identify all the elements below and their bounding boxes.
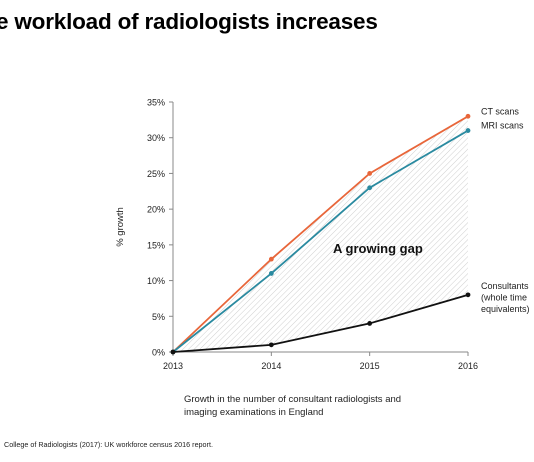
chart-caption: Growth in the number of consultant radio… <box>184 393 444 419</box>
data-point <box>465 113 471 119</box>
data-point <box>367 171 373 176</box>
growth-line-chart: 0% 5% 10% 15% 20% 25% 30% 35% 2013 2014 2015 2016 % … <box>115 98 530 372</box>
data-point <box>268 256 274 262</box>
data-point <box>367 321 373 326</box>
series-line <box>172 293 469 353</box>
series-end-label: CT scans <box>481 106 519 116</box>
data-point <box>367 185 373 191</box>
y-tick-label: 10% <box>147 276 165 286</box>
y-tick-label: 0% <box>152 348 165 358</box>
data-point <box>465 128 471 133</box>
y-tick-label: 25% <box>147 169 165 179</box>
data-point <box>268 271 274 276</box>
data-point <box>170 349 176 355</box>
y-axis-label: % growth <box>115 207 126 247</box>
caption-line-2: imaging examinations in England <box>184 407 324 418</box>
y-tick-label: 35% <box>147 98 165 108</box>
series-end-label: Consultants (whole time equivalents) <box>481 281 530 314</box>
gap-annotation: A growing gap <box>333 241 423 256</box>
y-tick-label: 5% <box>152 312 165 322</box>
source-citation: College of Radiologists (2017): UK workf… <box>4 440 213 449</box>
y-tick-label: 30% <box>147 133 165 143</box>
x-tick-label: 2014 <box>261 361 281 371</box>
series-line <box>172 129 469 353</box>
x-tick-label: 2015 <box>360 361 380 371</box>
slide-title: e workload of radiologists increases <box>0 9 378 34</box>
data-point <box>465 292 471 298</box>
series-line <box>172 115 469 353</box>
caption-line-1: Growth in the number of consultant radio… <box>184 394 402 405</box>
series-end-label: MRI scans <box>481 121 524 131</box>
x-tick-label: 2013 <box>163 361 183 371</box>
y-tick-label: 15% <box>147 240 165 250</box>
data-point <box>268 342 274 348</box>
y-tick-label: 20% <box>147 205 165 215</box>
x-tick-label: 2016 <box>458 361 478 371</box>
